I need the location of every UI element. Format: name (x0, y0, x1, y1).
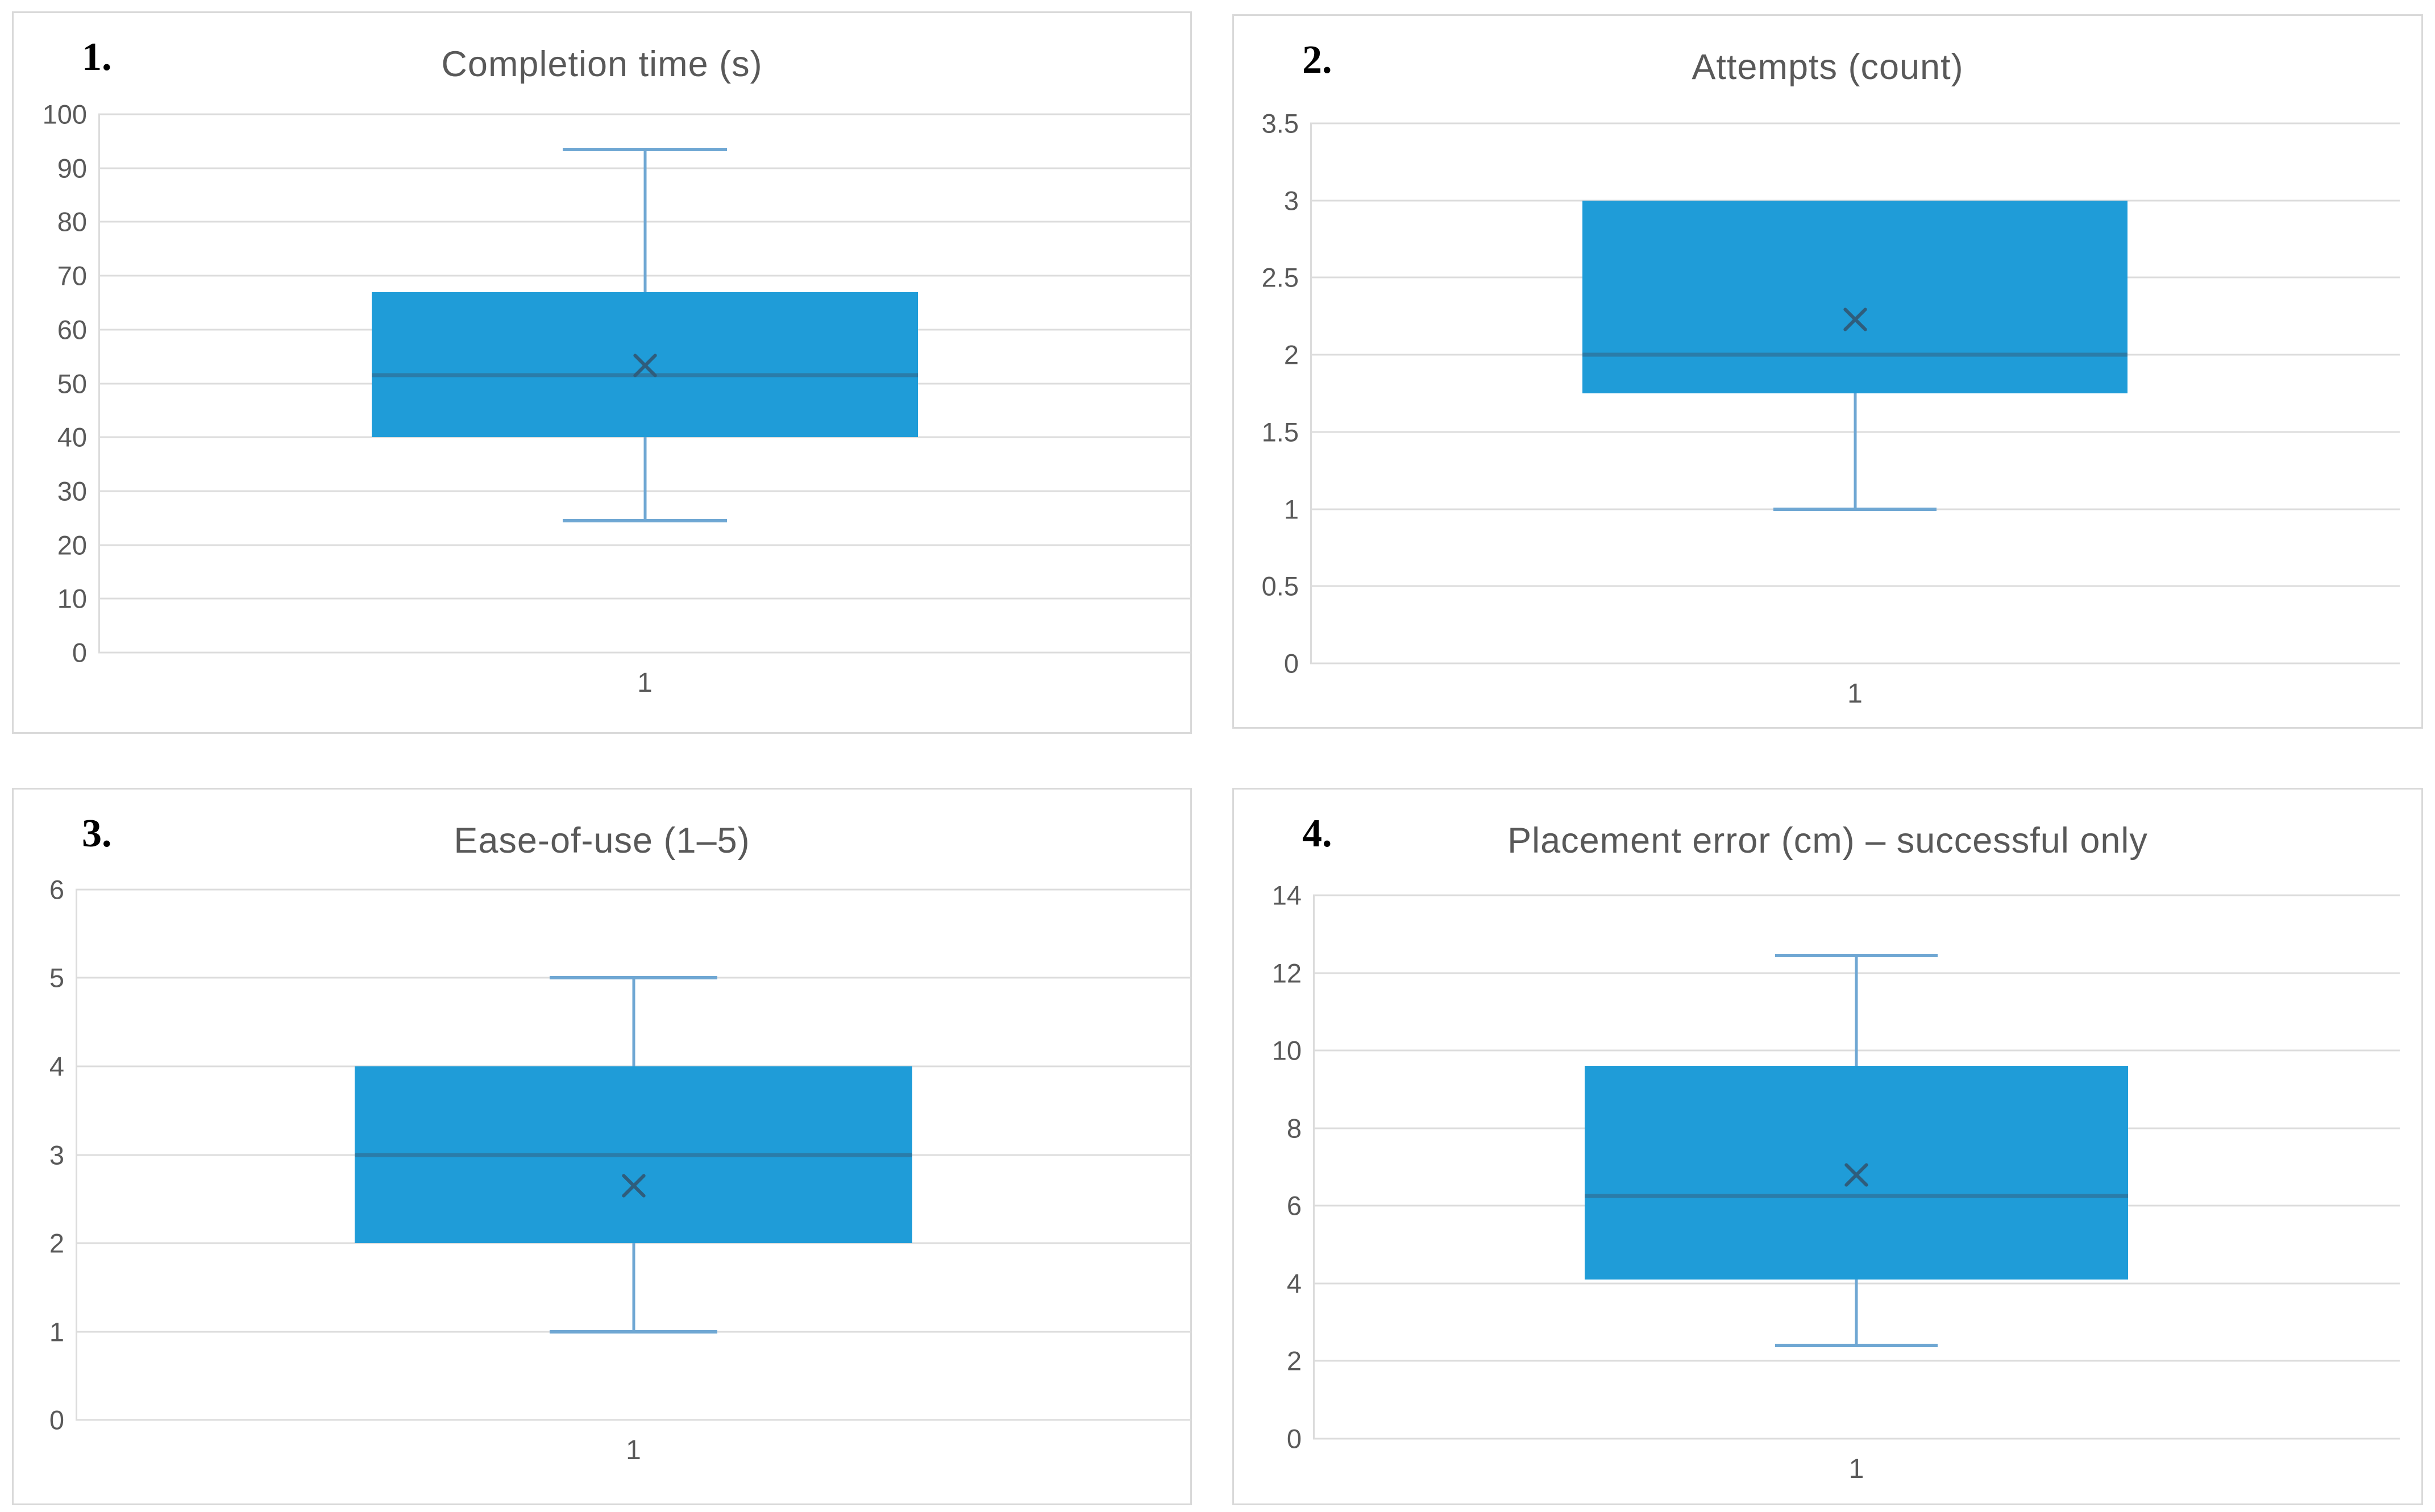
upper-whisker-line (1855, 955, 1858, 1066)
y-tick-label: 80 (57, 206, 87, 237)
lower-whisker-cap (563, 518, 727, 522)
mean-x-marker (619, 1171, 649, 1201)
y-tick-label: 2.5 (1261, 262, 1299, 293)
y-tick-label: 100 (42, 99, 87, 130)
y-tick-label: 14 (1271, 880, 1302, 911)
y-tick-label: 3.5 (1261, 108, 1299, 139)
y-tick-label: 0 (1283, 648, 1299, 679)
x-tick-label: 1 (1847, 679, 1863, 709)
y-tick-label: 0 (72, 637, 87, 668)
y-tick-label: 0.5 (1261, 571, 1299, 601)
y-tick-label: 1 (49, 1316, 64, 1347)
gridline (98, 113, 1191, 115)
plot-area: 6 5 4 3 2 1 0 1 (49, 877, 1191, 1465)
x-tick-label: 1 (1848, 1454, 1864, 1484)
x-tick-label: 1 (637, 668, 653, 698)
y-tick-label: 60 (57, 314, 87, 345)
y-axis-line (1310, 123, 1312, 663)
median-line (1582, 352, 2127, 357)
y-tick-label: 2 (1283, 339, 1299, 370)
mean-x-marker (1840, 305, 1870, 334)
y-tick-label: 30 (57, 476, 87, 506)
chart-panel-1: 1. Completion time (s) 100 90 80 70 60 50 40 30… (12, 11, 1192, 734)
y-tick-label: 10 (1271, 1035, 1302, 1066)
gridline (98, 544, 1191, 546)
gridline (76, 888, 1191, 891)
gridline (1310, 122, 2400, 124)
median-line (371, 373, 919, 377)
y-tick-label: 50 (57, 368, 87, 398)
gridline (98, 651, 1191, 654)
gridline (1313, 1438, 2400, 1440)
lower-whisker-cap (1773, 507, 1937, 511)
plot-area: 14 12 10 8 6 4 2 0 1 (1272, 882, 2400, 1484)
gridline (1310, 585, 2400, 587)
panel-number-label: 2. (1302, 38, 1332, 82)
y-tick-label: 20 (57, 530, 87, 560)
plot-area: 100 90 80 70 60 50 40 30 20 10 0 1 (43, 101, 1191, 698)
iqr-box (1582, 200, 2127, 393)
y-tick-label: 4 (1286, 1268, 1302, 1299)
y-tick-label: 1 (1283, 494, 1299, 525)
chart-title: Attempts (count) (1692, 47, 1964, 87)
y-tick-label: 8 (1286, 1113, 1302, 1144)
lower-whisker-line (632, 1243, 635, 1332)
y-tick-label: 0 (49, 1405, 64, 1435)
y-axis-line (1313, 895, 1315, 1439)
y-tick-label: 90 (57, 153, 87, 184)
gridline (1313, 894, 2400, 896)
panel-number-label: 4. (1302, 812, 1332, 855)
y-tick-label: 12 (1271, 958, 1302, 988)
upper-whisker-cap (550, 976, 717, 980)
y-tick-label: 3 (1283, 185, 1299, 216)
chart-title: Ease-of-use (1–5) (454, 821, 750, 861)
lower-whisker-line (1855, 1280, 1858, 1346)
y-tick-label: 6 (49, 874, 64, 905)
lower-whisker-cap (1775, 1344, 1938, 1348)
gridline (98, 597, 1191, 600)
y-tick-label: 6 (1286, 1190, 1302, 1221)
upper-whisker-cap (1775, 953, 1938, 957)
mean-x-marker (630, 351, 660, 380)
chart-panel-4: 4. Placement error (cm) – successful onl… (1232, 788, 2423, 1505)
gridline (76, 1419, 1191, 1421)
panel-number-label: 3. (82, 812, 112, 855)
chart-panel-3: 3. Ease-of-use (1–5) 6 5 4 3 2 1 0 1 (12, 788, 1192, 1505)
gridline (1310, 662, 2400, 664)
lower-whisker-line (643, 437, 646, 521)
median-line (1585, 1194, 2128, 1198)
gridline (1313, 1360, 2400, 1362)
chart-title: Completion time (s) (441, 44, 763, 84)
y-tick-label: 40 (57, 422, 87, 452)
upper-whisker-cap (563, 147, 727, 151)
panel-number-label: 1. (82, 35, 112, 79)
chart-panel-2: 2. Attempts (count) 3.5 3 2.5 2 1.5 1 0.5 0 1 (1232, 14, 2423, 729)
y-tick-label: 2 (49, 1228, 64, 1258)
y-tick-label: 5 (49, 962, 64, 993)
upper-whisker-line (632, 978, 635, 1066)
y-tick-label: 10 (57, 583, 87, 614)
mean-x-marker (1842, 1160, 1871, 1190)
y-axis-line (76, 890, 77, 1420)
x-tick-label: 1 (626, 1435, 641, 1465)
y-tick-label: 0 (1286, 1423, 1302, 1454)
y-tick-label: 2 (1286, 1345, 1302, 1376)
plot-area: 3.5 3 2.5 2 1.5 1 0.5 0 1 (1262, 110, 2400, 709)
lower-whisker-line (1854, 393, 1856, 509)
median-line (354, 1153, 913, 1157)
y-axis-line (98, 114, 100, 653)
y-tick-label: 1.5 (1261, 417, 1299, 447)
y-tick-label: 3 (49, 1140, 64, 1170)
chart-title: Placement error (cm) – successful only (1507, 821, 2148, 861)
y-tick-label: 70 (57, 260, 87, 291)
upper-whisker-line (643, 149, 646, 292)
lower-whisker-cap (550, 1330, 717, 1334)
y-tick-label: 4 (49, 1051, 64, 1082)
